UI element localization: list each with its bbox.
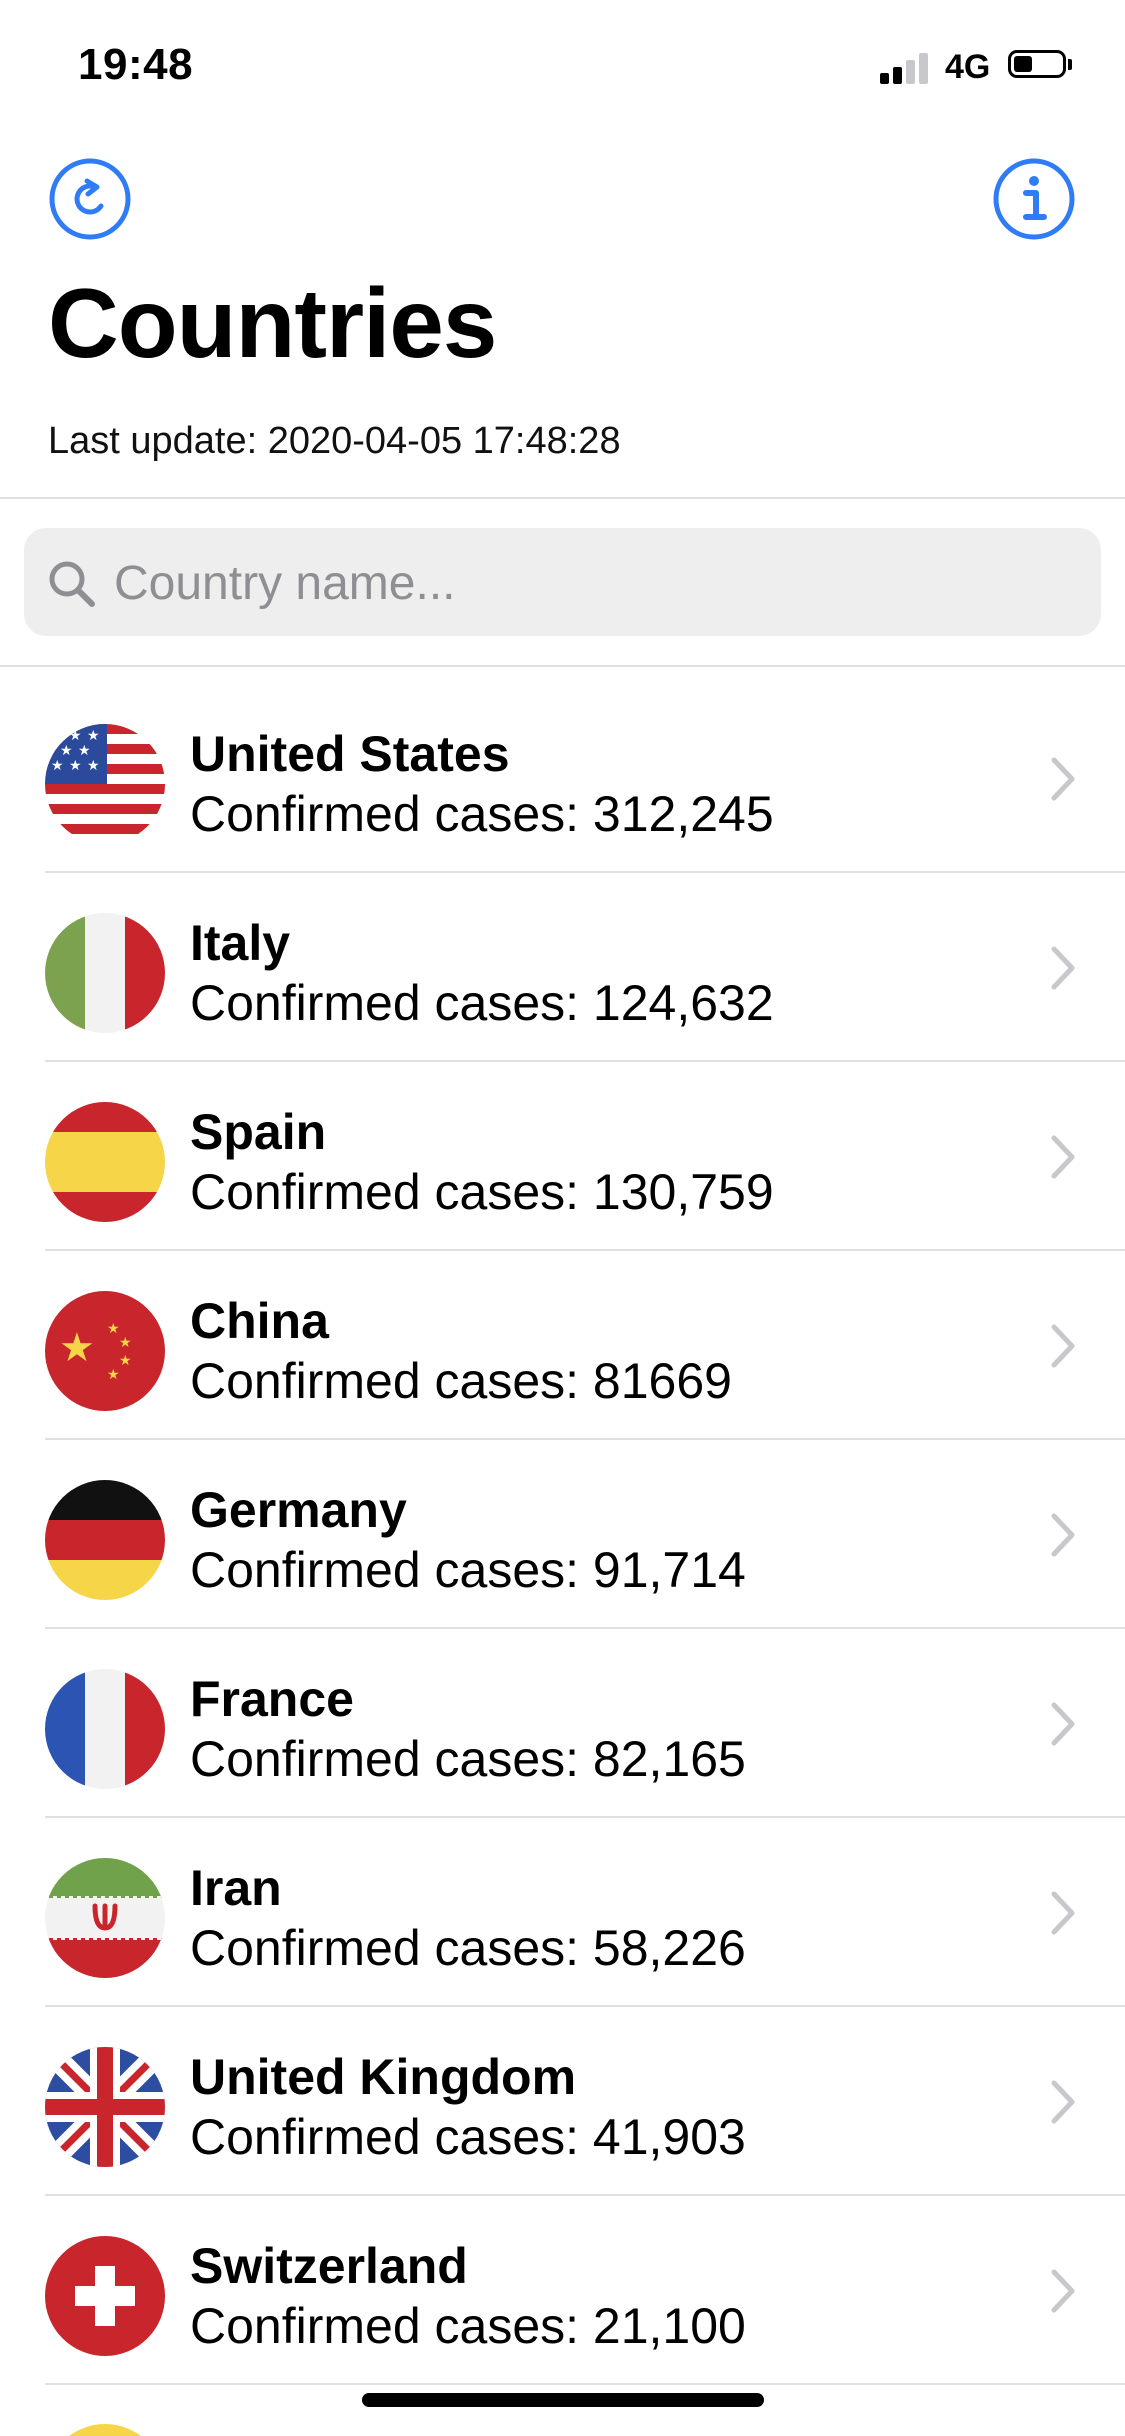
country-name: Germany — [190, 1482, 407, 1538]
country-row-france[interactable]: France Confirmed cases: 82,165 — [0, 1629, 1125, 1818]
country-name: China — [190, 1293, 329, 1349]
svg-text:★: ★ — [51, 728, 64, 744]
svg-text:★: ★ — [69, 758, 82, 774]
country-row-spain[interactable]: Spain Confirmed cases: 130,759 — [0, 1062, 1125, 1251]
country-row-switzerland[interactable]: Switzerland Confirmed cases: 21,100 — [0, 2196, 1125, 2385]
svg-text:★: ★ — [87, 758, 100, 774]
partial-flag-icon — [45, 2424, 165, 2436]
country-row-germany[interactable]: Germany Confirmed cases: 91,714 — [0, 1440, 1125, 1629]
country-name: United Kingdom — [190, 2049, 577, 2105]
country-name: France — [190, 1671, 354, 1727]
svg-text:★: ★ — [69, 728, 82, 744]
italy-flag-icon — [45, 913, 165, 1033]
germany-flag-icon — [45, 1480, 165, 1600]
confirmed-cases: Confirmed cases: 41,903 — [190, 2109, 746, 2165]
chevron-right-icon — [1051, 757, 1075, 801]
country-name: Italy — [190, 915, 291, 971]
svg-text:★: ★ — [59, 1325, 95, 1371]
home-indicator[interactable] — [362, 2393, 764, 2407]
network-type: 4G — [945, 48, 991, 86]
confirmed-cases: Confirmed cases: 81669 — [190, 1353, 732, 1409]
header-divider — [0, 497, 1125, 499]
confirmed-cases: Confirmed cases: 91,714 — [190, 1542, 746, 1598]
status-time: 19:48 — [78, 40, 194, 89]
confirmed-cases: Confirmed cases: 124,632 — [190, 975, 774, 1031]
info-icon — [993, 158, 1075, 240]
us-flag-icon: ★ ★ ★ ★ ★ ★ ★ ★ — [45, 724, 165, 844]
chevron-right-icon — [1051, 946, 1075, 990]
country-row-united-kingdom[interactable]: United Kingdom Confirmed cases: 41,903 — [0, 2007, 1125, 2196]
confirmed-cases: Confirmed cases: 58,226 — [190, 1920, 746, 1976]
iran-flag-icon — [45, 1858, 165, 1978]
chevron-right-icon — [1051, 1702, 1075, 1746]
status-bar: 19:48 4G — [0, 0, 1125, 130]
confirmed-cases: Confirmed cases: 130,759 — [190, 1164, 774, 1220]
confirmed-cases: Confirmed cases: 82,165 — [190, 1731, 746, 1787]
page-title: Countries — [48, 268, 497, 378]
chevron-right-icon — [1051, 1324, 1075, 1368]
country-row-united-states[interactable]: ★ ★ ★ ★ ★ ★ ★ ★ United States Confirmed cases… — [0, 684, 1125, 873]
spain-flag-icon — [45, 1102, 165, 1222]
country-row-china[interactable]: ★ ★ ★ ★ ★ China Confirmed cases: 81669 — [0, 1251, 1125, 1440]
chevron-right-icon — [1051, 2080, 1075, 2124]
row-separator — [45, 1249, 1125, 1251]
confirmed-cases: Confirmed cases: 312,245 — [190, 786, 774, 842]
search-input[interactable] — [112, 542, 1076, 624]
row-separator — [45, 1060, 1125, 1062]
country-row-partial[interactable] — [0, 2386, 1125, 2436]
cellular-signal-icon — [880, 52, 932, 84]
uk-flag-icon — [45, 2047, 165, 2167]
country-name: Spain — [190, 1104, 327, 1160]
country-name: United States — [190, 726, 510, 782]
svg-text:★: ★ — [87, 728, 100, 744]
row-separator — [45, 2005, 1125, 2007]
refresh-button[interactable] — [47, 156, 133, 242]
search-icon — [49, 561, 95, 607]
svg-text:★: ★ — [107, 1367, 120, 1383]
svg-text:★: ★ — [119, 1335, 132, 1351]
country-row-italy[interactable]: Italy Confirmed cases: 124,632 — [0, 873, 1125, 1062]
country-name: Iran — [190, 1860, 282, 1916]
battery-icon — [1008, 50, 1074, 82]
chevron-right-icon — [1051, 1891, 1075, 1935]
search-divider — [0, 665, 1125, 667]
row-separator — [45, 2194, 1125, 2196]
chevron-right-icon — [1051, 2269, 1075, 2313]
france-flag-icon — [45, 1669, 165, 1789]
chevron-right-icon — [1051, 1513, 1075, 1557]
row-separator — [45, 1627, 1125, 1629]
country-list: ★ ★ ★ ★ ★ ★ ★ ★ United States Confirmed cases… — [0, 684, 1125, 2385]
last-update-label: Last update: 2020-04-05 17:48:28 — [48, 420, 621, 462]
info-button[interactable] — [991, 156, 1077, 242]
refresh-icon — [49, 158, 131, 240]
row-separator — [45, 871, 1125, 873]
search-bar[interactable] — [24, 528, 1101, 636]
china-flag-icon: ★ ★ ★ ★ ★ — [45, 1291, 165, 1411]
switzerland-flag-icon — [45, 2236, 165, 2356]
chevron-right-icon — [1051, 1135, 1075, 1179]
country-row-iran[interactable]: Iran Confirmed cases: 58,226 — [0, 1818, 1125, 2007]
svg-text:★: ★ — [78, 743, 91, 759]
row-separator — [45, 1438, 1125, 1440]
svg-text:★: ★ — [119, 1353, 132, 1369]
svg-text:★: ★ — [60, 743, 73, 759]
svg-text:★: ★ — [51, 758, 64, 774]
confirmed-cases: Confirmed cases: 21,100 — [190, 2298, 746, 2354]
country-name: Switzerland — [190, 2238, 468, 2294]
row-separator — [45, 1816, 1125, 1818]
row-separator — [45, 2383, 1125, 2385]
svg-text:★: ★ — [107, 1321, 120, 1337]
